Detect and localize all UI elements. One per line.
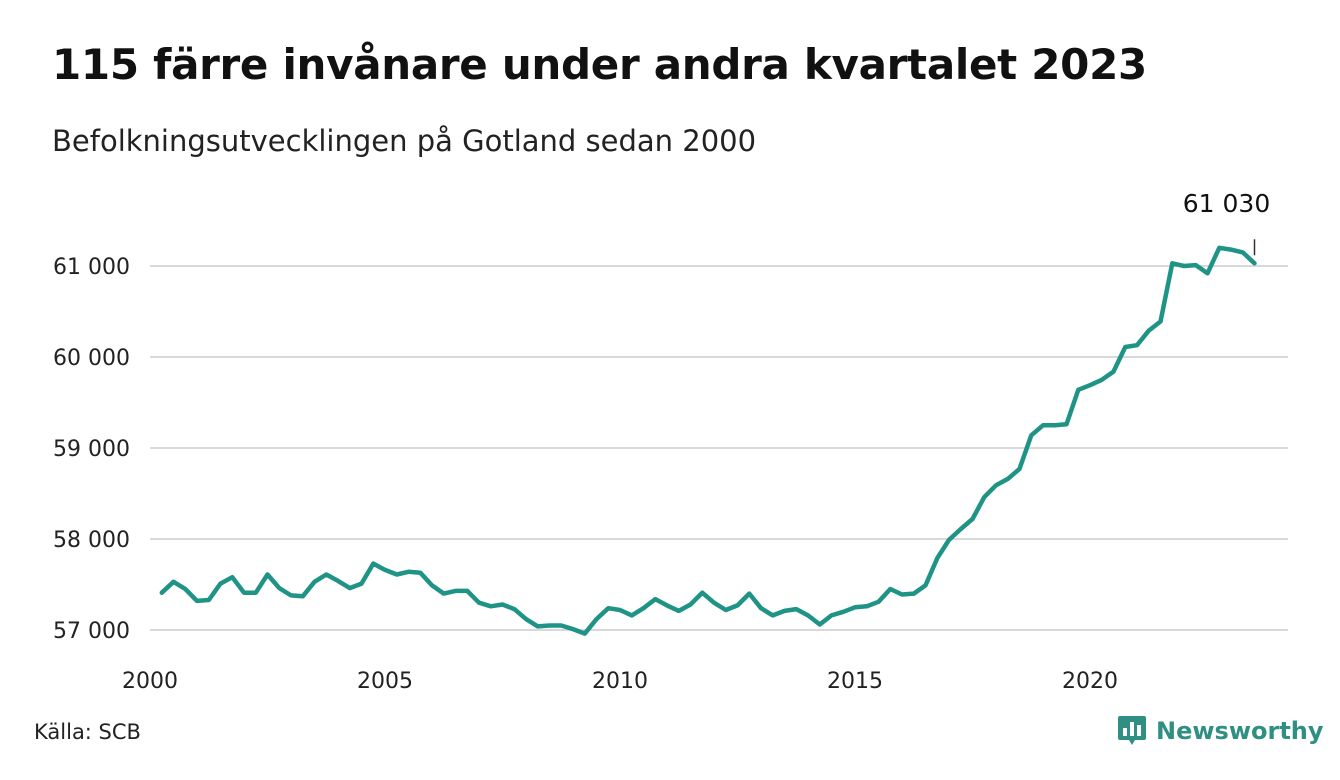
y-tick-label: 61 000	[53, 255, 130, 280]
x-tick-label: 2005	[357, 669, 413, 694]
y-tick-label: 58 000	[53, 528, 130, 553]
x-tick-label: 2015	[827, 669, 883, 694]
end-value-label: 61 030	[1183, 189, 1270, 218]
chart-subtitle: Befolkningsutvecklingen på Gotland sedan…	[52, 124, 757, 158]
population-line	[159, 245, 1257, 636]
newsworthy-logo[interactable]: Newsworthy	[1117, 714, 1324, 748]
source-note: Källa: SCB	[34, 720, 141, 744]
end-annotation: 61 030	[1183, 189, 1270, 256]
bar-chart-speech-icon	[1118, 716, 1146, 745]
x-tick-label: 2020	[1062, 669, 1118, 694]
chart-title: 115 färre invånare under andra kvartalet…	[52, 40, 1147, 89]
series-layer	[159, 245, 1257, 636]
y-tick-label: 57 000	[53, 619, 130, 644]
x-tick-label: 2000	[122, 669, 178, 694]
brand-name: Newsworthy	[1156, 717, 1324, 745]
grid-lines	[150, 265, 1288, 631]
y-axis-labels: 57 000 58 000 59 000 60 000 61 000	[53, 255, 130, 644]
y-tick-label: 59 000	[53, 437, 130, 462]
x-tick-label: 2010	[592, 669, 648, 694]
x-axis-labels: 2000 2005 2010 2015 2020	[122, 669, 1118, 694]
y-tick-label: 60 000	[53, 346, 130, 371]
